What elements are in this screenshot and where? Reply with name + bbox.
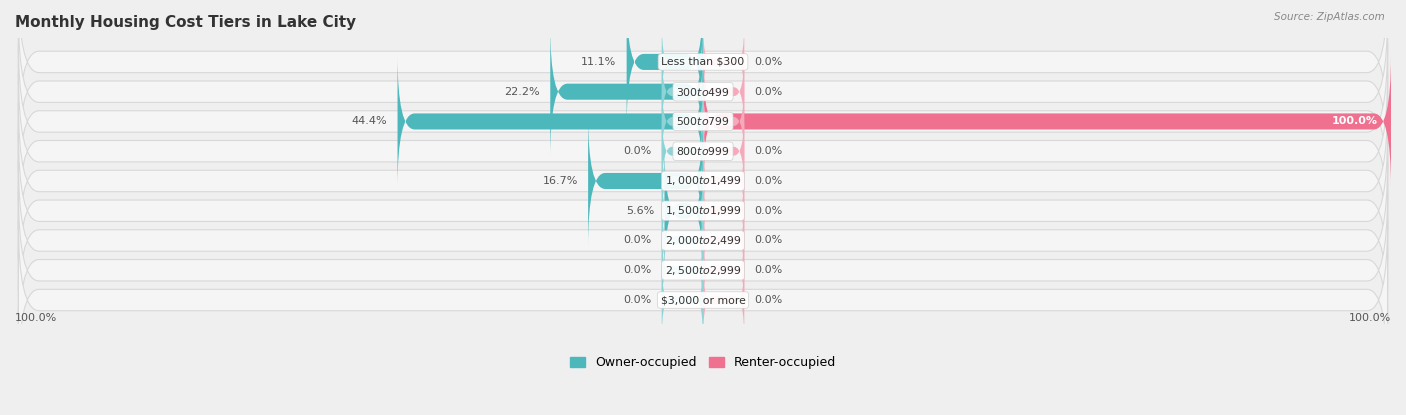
Text: Less than $300: Less than $300 (661, 57, 745, 67)
Text: 22.2%: 22.2% (505, 87, 540, 97)
FancyBboxPatch shape (703, 260, 744, 340)
FancyBboxPatch shape (703, 141, 744, 221)
FancyBboxPatch shape (703, 171, 744, 251)
FancyBboxPatch shape (18, 132, 1388, 289)
Text: 5.6%: 5.6% (626, 206, 654, 216)
FancyBboxPatch shape (662, 111, 703, 191)
Text: Monthly Housing Cost Tiers in Lake City: Monthly Housing Cost Tiers in Lake City (15, 15, 356, 30)
FancyBboxPatch shape (588, 115, 703, 247)
FancyBboxPatch shape (18, 43, 1388, 200)
Text: $3,000 or more: $3,000 or more (661, 295, 745, 305)
FancyBboxPatch shape (627, 0, 703, 128)
FancyBboxPatch shape (703, 200, 744, 281)
FancyBboxPatch shape (18, 73, 1388, 230)
Text: 0.0%: 0.0% (755, 235, 783, 246)
Text: 0.0%: 0.0% (623, 235, 651, 246)
Text: 100.0%: 100.0% (15, 313, 58, 323)
FancyBboxPatch shape (703, 22, 744, 102)
Text: $2,500 to $2,999: $2,500 to $2,999 (665, 264, 741, 277)
Text: 0.0%: 0.0% (755, 206, 783, 216)
FancyBboxPatch shape (662, 81, 703, 162)
FancyBboxPatch shape (703, 111, 744, 191)
FancyBboxPatch shape (18, 13, 1388, 170)
Text: Source: ZipAtlas.com: Source: ZipAtlas.com (1274, 12, 1385, 22)
Text: 0.0%: 0.0% (755, 57, 783, 67)
FancyBboxPatch shape (703, 81, 744, 162)
Text: 100.0%: 100.0% (1331, 117, 1378, 127)
FancyBboxPatch shape (662, 230, 703, 310)
Legend: Owner-occupied, Renter-occupied: Owner-occupied, Renter-occupied (569, 356, 837, 369)
Text: $300 to $499: $300 to $499 (676, 85, 730, 98)
Text: 0.0%: 0.0% (755, 87, 783, 97)
Text: 11.1%: 11.1% (581, 57, 616, 67)
FancyBboxPatch shape (662, 141, 703, 221)
FancyBboxPatch shape (18, 103, 1388, 259)
Text: 0.0%: 0.0% (623, 295, 651, 305)
FancyBboxPatch shape (703, 55, 1391, 188)
FancyBboxPatch shape (662, 51, 703, 132)
Text: 0.0%: 0.0% (755, 295, 783, 305)
FancyBboxPatch shape (662, 260, 703, 340)
Text: 0.0%: 0.0% (623, 265, 651, 275)
FancyBboxPatch shape (18, 162, 1388, 319)
FancyBboxPatch shape (662, 200, 703, 281)
FancyBboxPatch shape (18, 222, 1388, 378)
FancyBboxPatch shape (18, 0, 1388, 141)
Text: $2,000 to $2,499: $2,000 to $2,499 (665, 234, 741, 247)
FancyBboxPatch shape (662, 171, 703, 251)
Text: 16.7%: 16.7% (543, 176, 578, 186)
Text: 0.0%: 0.0% (755, 176, 783, 186)
Text: $1,000 to $1,499: $1,000 to $1,499 (665, 174, 741, 188)
FancyBboxPatch shape (18, 192, 1388, 349)
Text: 100.0%: 100.0% (1348, 313, 1391, 323)
FancyBboxPatch shape (703, 230, 744, 310)
FancyBboxPatch shape (703, 51, 744, 132)
FancyBboxPatch shape (662, 22, 703, 102)
Text: 0.0%: 0.0% (755, 265, 783, 275)
Text: 0.0%: 0.0% (623, 146, 651, 156)
Text: $800 to $999: $800 to $999 (676, 145, 730, 157)
Text: 44.4%: 44.4% (352, 117, 387, 127)
Text: $500 to $799: $500 to $799 (676, 115, 730, 127)
FancyBboxPatch shape (550, 25, 703, 158)
Text: $1,500 to $1,999: $1,500 to $1,999 (665, 204, 741, 217)
FancyBboxPatch shape (398, 55, 703, 188)
Text: 0.0%: 0.0% (755, 146, 783, 156)
FancyBboxPatch shape (665, 144, 703, 277)
